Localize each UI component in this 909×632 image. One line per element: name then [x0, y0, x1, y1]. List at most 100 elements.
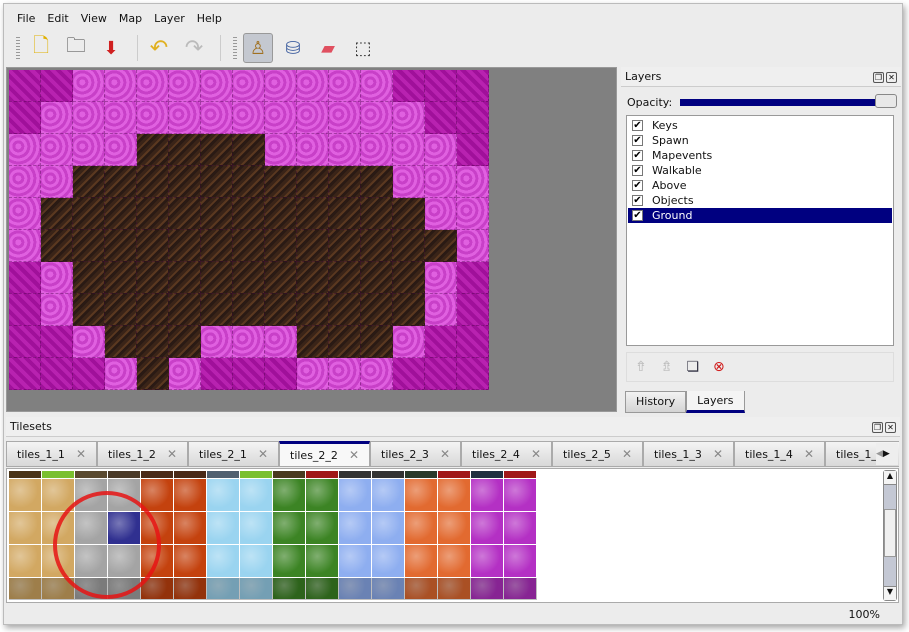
- tab-layers[interactable]: Layers: [686, 391, 745, 413]
- tileset-tile[interactable]: [405, 578, 438, 600]
- close-tab-icon[interactable]: ✕: [257, 447, 268, 461]
- map-tile[interactable]: [297, 262, 329, 294]
- map-tile[interactable]: [457, 102, 489, 134]
- opacity-slider[interactable]: [680, 94, 897, 108]
- tileset-vertical-scrollbar[interactable]: ▲ ▼: [883, 470, 897, 601]
- map-tile[interactable]: [9, 230, 41, 262]
- tileset-tile[interactable]: [504, 512, 537, 545]
- tab-history[interactable]: History: [625, 391, 687, 413]
- map-tile[interactable]: [457, 358, 489, 390]
- tileset-tile[interactable]: [306, 471, 339, 479]
- map-tile[interactable]: [169, 294, 201, 326]
- tileset-tile[interactable]: [438, 471, 471, 479]
- map-tile[interactable]: [169, 166, 201, 198]
- map-tile[interactable]: [361, 70, 393, 102]
- map-tile[interactable]: [425, 326, 457, 358]
- map-tile[interactable]: [41, 230, 73, 262]
- map-tile[interactable]: [265, 230, 297, 262]
- map-tile[interactable]: [137, 294, 169, 326]
- tileset-tile[interactable]: [504, 479, 537, 512]
- map-tile[interactable]: [73, 358, 105, 390]
- map-tile[interactable]: [361, 294, 393, 326]
- map-tile[interactable]: [265, 166, 297, 198]
- tileset-tile[interactable]: [372, 471, 405, 479]
- map-tile[interactable]: [425, 102, 457, 134]
- map-tile[interactable]: [233, 326, 265, 358]
- map-tile[interactable]: [297, 326, 329, 358]
- tileset-tile[interactable]: [372, 578, 405, 600]
- map-tile[interactable]: [9, 326, 41, 358]
- tileset-tab[interactable]: tiles_1_3 ✕: [643, 441, 734, 466]
- map-tile[interactable]: [105, 262, 137, 294]
- map-tile[interactable]: [73, 230, 105, 262]
- map-tile[interactable]: [73, 294, 105, 326]
- tileset-tile[interactable]: [42, 578, 75, 600]
- tileset-tile[interactable]: [207, 545, 240, 578]
- tileset-tab[interactable]: tiles_2_4 ✕: [461, 441, 552, 466]
- layer-visibility-checkbox[interactable]: ✔: [632, 135, 643, 146]
- layer-item[interactable]: ✔ Keys: [628, 118, 892, 133]
- tileset-tile[interactable]: [273, 578, 306, 600]
- tileset-tile[interactable]: [372, 545, 405, 578]
- tileset-tile[interactable]: [207, 512, 240, 545]
- menu-view[interactable]: View: [80, 11, 107, 25]
- tileset-tile[interactable]: [207, 578, 240, 600]
- map-tile[interactable]: [169, 70, 201, 102]
- map-tile[interactable]: [137, 166, 169, 198]
- map-tile[interactable]: [393, 70, 425, 102]
- map-tile[interactable]: [297, 230, 329, 262]
- map-tile[interactable]: [329, 166, 361, 198]
- tileset-tab[interactable]: tiles_1_2 ✕: [97, 441, 188, 466]
- map-tile[interactable]: [297, 358, 329, 390]
- map-tile[interactable]: [297, 198, 329, 230]
- map-tile[interactable]: [137, 358, 169, 390]
- map-tile[interactable]: [361, 198, 393, 230]
- close-tab-icon[interactable]: ✕: [530, 447, 541, 461]
- tileset-tab[interactable]: tiles_1_1 ✕: [6, 441, 97, 466]
- map-tile[interactable]: [329, 134, 361, 166]
- rect-select-button[interactable]: ⬚: [348, 33, 378, 63]
- map-tile[interactable]: [329, 198, 361, 230]
- layer-visibility-checkbox[interactable]: ✔: [632, 180, 643, 191]
- map-tile[interactable]: [457, 166, 489, 198]
- tileset-tile[interactable]: [471, 545, 504, 578]
- map-tile[interactable]: [9, 70, 41, 102]
- scrollbar-thumb[interactable]: [884, 509, 896, 557]
- map-tile[interactable]: [297, 102, 329, 134]
- tileset-tile[interactable]: [207, 471, 240, 479]
- map-tile[interactable]: [265, 134, 297, 166]
- map-tile[interactable]: [105, 134, 137, 166]
- tileset-tab[interactable]: tiles_2_5 ✕: [552, 441, 643, 466]
- map-tile[interactable]: [169, 326, 201, 358]
- map-tile[interactable]: [297, 166, 329, 198]
- tileset-tile[interactable]: [372, 512, 405, 545]
- tileset-tile[interactable]: [504, 578, 537, 600]
- map-tile[interactable]: [361, 358, 393, 390]
- map-tile[interactable]: [457, 134, 489, 166]
- map-tile[interactable]: [425, 294, 457, 326]
- map-tile[interactable]: [361, 326, 393, 358]
- tileset-tile[interactable]: [339, 545, 372, 578]
- map-tile[interactable]: [393, 294, 425, 326]
- close-tab-icon[interactable]: ✕: [621, 447, 632, 461]
- tileset-tile[interactable]: [438, 545, 471, 578]
- map-tile[interactable]: [73, 326, 105, 358]
- tileset-tile[interactable]: [306, 479, 339, 512]
- tileset-tile[interactable]: [240, 512, 273, 545]
- remove-layer-icon[interactable]: ⊗: [713, 359, 725, 375]
- map-tile[interactable]: [73, 262, 105, 294]
- map-tile[interactable]: [457, 198, 489, 230]
- map-tile[interactable]: [457, 70, 489, 102]
- tab-scroll-left-icon[interactable]: ◀: [876, 449, 883, 459]
- tileset-tile[interactable]: [240, 471, 273, 479]
- tileset-tile[interactable]: [471, 578, 504, 600]
- close-icon[interactable]: ✕: [886, 72, 897, 83]
- layer-visibility-checkbox[interactable]: ✔: [632, 195, 643, 206]
- duplicate-layer-icon[interactable]: ❏: [686, 359, 700, 375]
- map-tile[interactable]: [9, 262, 41, 294]
- map-tile[interactable]: [201, 166, 233, 198]
- map-tile[interactable]: [105, 102, 137, 134]
- layer-item[interactable]: ✔ Ground: [628, 208, 892, 223]
- tileset-tile[interactable]: [306, 512, 339, 545]
- map-tile[interactable]: [457, 294, 489, 326]
